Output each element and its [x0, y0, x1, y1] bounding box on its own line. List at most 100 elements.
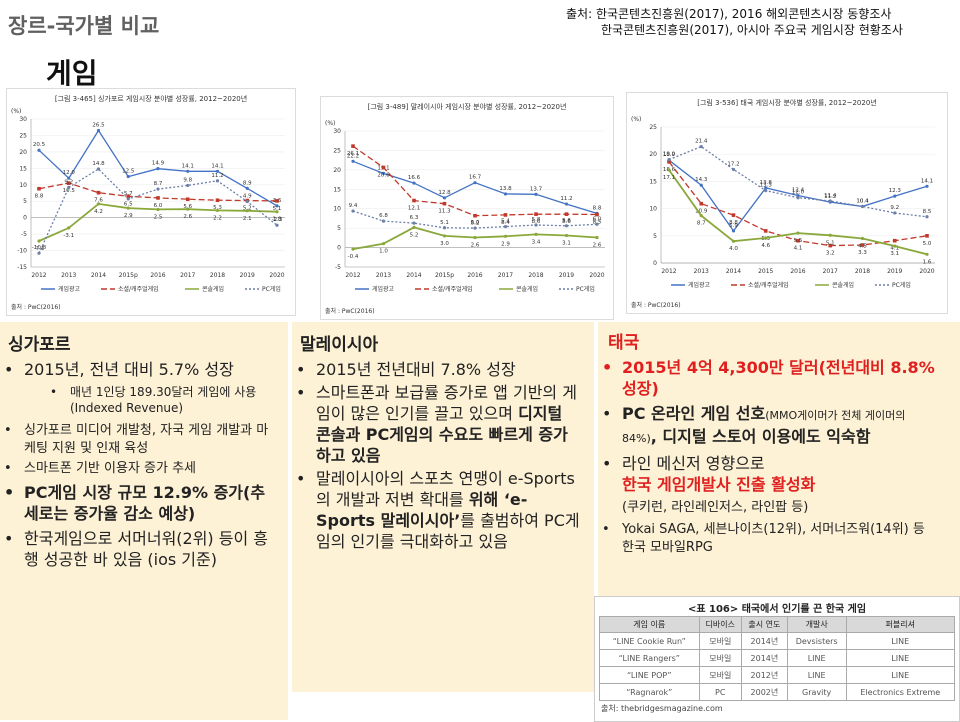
data-point — [893, 211, 897, 215]
y-tick-label: 20 — [333, 167, 341, 174]
data-point — [796, 196, 800, 200]
table-cell: LINE — [786, 666, 847, 684]
legend-label: 게임광고 — [688, 281, 711, 289]
data-point — [215, 169, 220, 173]
table-cell: 모바일 — [698, 649, 743, 667]
data-label: 8.6 — [562, 219, 571, 225]
x-tick-label: 2018 — [210, 272, 225, 279]
chart-unit-label: (%) — [631, 116, 641, 123]
text-bold: 위해 ‘e-Sports 말레이시아’ — [316, 490, 528, 530]
list-item: 스마트폰 기반 이용자 증가 추세 — [0, 460, 270, 478]
data-point — [763, 229, 768, 233]
data-label: -7.1 — [34, 246, 45, 252]
legend-label: 게임광고 — [372, 285, 395, 293]
table-header: 디바이스 — [698, 616, 743, 633]
data-label: 12.8 — [438, 190, 451, 196]
chart-title: [그림 3-536] 태국 게임시장 분야별 성장률, 2012~2020년 — [697, 98, 876, 107]
data-label: 5.6 — [562, 218, 571, 224]
y-tick-label: 20 — [19, 149, 27, 156]
data-label: 13.8 — [499, 186, 512, 192]
data-point — [925, 215, 929, 219]
data-point — [860, 236, 865, 241]
data-point — [442, 234, 447, 238]
y-tick-label: 0 — [23, 215, 27, 222]
list-item: Yokai SAGA, 세븐나이츠(12위), 서머너즈워(14위) 등 한국 … — [598, 521, 938, 557]
data-point — [473, 213, 477, 218]
data-label: 4.1 — [890, 246, 899, 252]
data-point — [564, 224, 569, 228]
data-label: 16.6 — [408, 175, 421, 181]
data-label: 14.8 — [92, 161, 105, 167]
table-cell: 2014년 — [741, 649, 788, 667]
list-item: 2015년, 전년 대비 5.7% 성장 — [0, 359, 270, 380]
data-point — [96, 167, 101, 171]
table-cell: Gravity — [786, 683, 847, 701]
data-label: 2.5 — [154, 214, 163, 220]
data-label: 8.4 — [501, 220, 510, 226]
table-cell: LINE — [845, 649, 956, 667]
data-label: 19.0 — [663, 152, 676, 158]
data-point — [275, 223, 279, 227]
x-tick-label: 2016 — [790, 268, 805, 275]
data-point — [473, 226, 477, 230]
data-point — [473, 235, 477, 240]
table-row: “LINE Rangers” 모바일 2014년 LINE LINE — [599, 649, 956, 667]
data-label: 5.8 — [532, 217, 541, 223]
data-point — [796, 238, 800, 243]
data-label: 11.2 — [560, 196, 572, 202]
table-header: 출시 연도 — [741, 616, 788, 633]
data-label: 5.4 — [501, 219, 510, 225]
data-point — [764, 236, 768, 240]
series-line — [352, 145, 598, 217]
data-label: -0.4 — [348, 254, 359, 260]
data-point — [893, 194, 897, 198]
y-tick-label: 25 — [19, 132, 27, 139]
data-label: 5.3 — [213, 205, 222, 211]
x-tick-label: 2018 — [855, 268, 870, 275]
data-label: 3.1 — [890, 251, 899, 257]
data-point — [66, 181, 71, 185]
data-point — [860, 204, 865, 209]
data-label: 9.2 — [64, 179, 73, 185]
y-tick-label: 15 — [649, 178, 657, 185]
chart-malaysia-svg: [그림 3-489] 말레이시아 게임시장 분야별 성장률, 2012~2020… — [325, 102, 605, 315]
data-label: 12.4 — [792, 188, 805, 194]
data-point — [503, 234, 508, 238]
y-tick-label: 5 — [23, 198, 27, 205]
data-label: 20.5 — [33, 142, 46, 148]
panel-malaysia: 말레이시아 2015년 전년대비 7.8% 성장 스마트폰과 보급률 증가로 앱… — [292, 322, 594, 692]
data-label: 8.8 — [593, 205, 602, 211]
list-item: 말레이시아의 스포츠 연맹이 e-Sports의 개발과 저변 확대를 위해 ‘… — [292, 468, 582, 552]
data-label: 8.5 — [593, 220, 602, 226]
data-point — [595, 222, 599, 226]
data-point — [925, 252, 929, 256]
chart-source: 출처 : PwC(2016) — [11, 303, 61, 311]
x-tick-label: 2018 — [528, 272, 543, 279]
x-tick-label: 2014 — [91, 272, 106, 279]
data-label: 8.8 — [35, 194, 44, 200]
data-label: 22.2 — [347, 153, 359, 159]
data-point — [412, 225, 416, 229]
data-label: 13.8 — [760, 180, 773, 186]
data-label: 9.4 — [349, 203, 358, 209]
data-point — [381, 219, 386, 223]
data-label: 2.6 — [471, 242, 480, 248]
x-tick-label: 2017 — [823, 268, 838, 275]
data-point — [126, 194, 131, 199]
x-tick-label: 2014 — [406, 272, 421, 279]
data-point — [828, 199, 832, 203]
data-point — [731, 239, 736, 243]
y-tick-label: -10 — [17, 248, 27, 255]
data-point — [731, 167, 736, 172]
chart-singapore-svg: [그림 3-465] 싱가포르 게임시장 분야별 성장률, 2012~2020년… — [11, 94, 285, 311]
list-item: 매년 1인당 189.30달러 게임에 사용(Indexed Revenue) — [0, 384, 270, 416]
legend-label: 콘솔게임 — [202, 285, 224, 293]
y-tick-label: -5 — [21, 231, 27, 238]
chart-unit-label: (%) — [325, 120, 335, 127]
data-label: 1.6 — [923, 259, 932, 265]
text-bold: PC 온라인 게임 선호 — [622, 404, 766, 423]
data-point — [503, 224, 508, 229]
x-tick-label: 2013 — [61, 272, 76, 279]
x-tick-label: 2015 — [758, 268, 773, 275]
panel-title: 태국 — [608, 333, 640, 353]
